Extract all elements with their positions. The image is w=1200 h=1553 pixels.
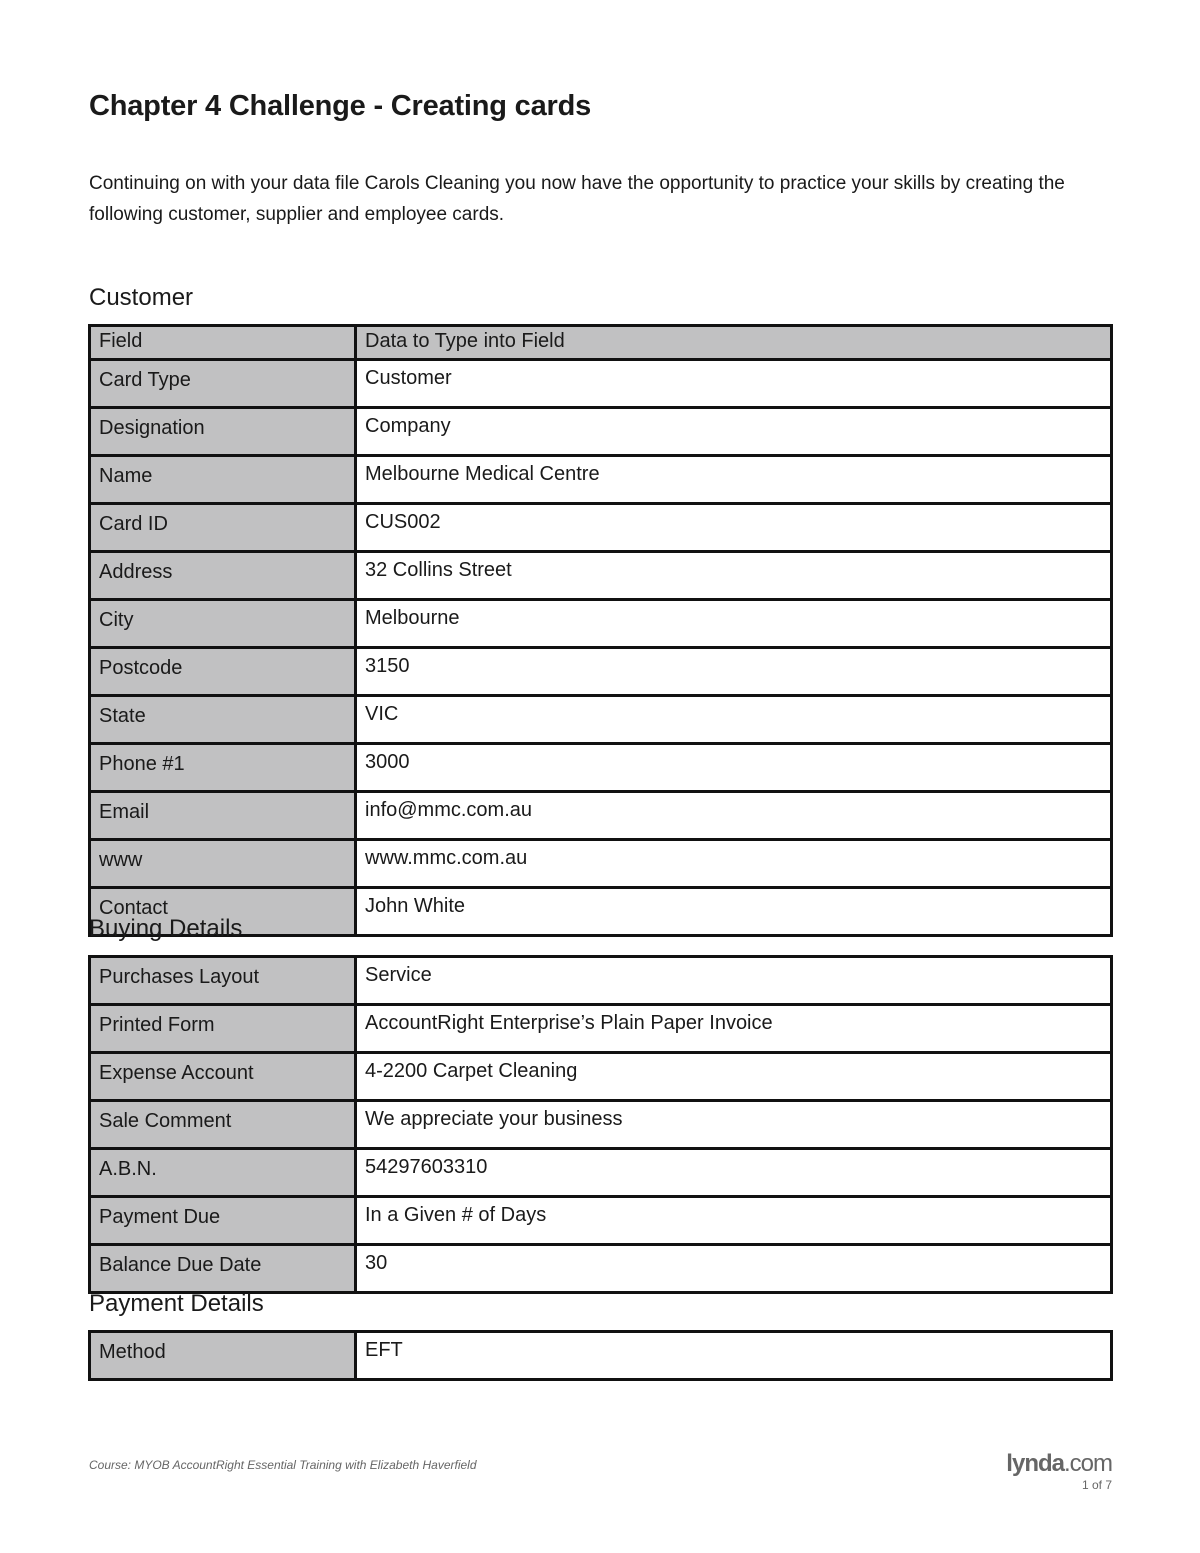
cell-value: Company (354, 406, 1113, 457)
cell-field: Sale Comment (88, 1099, 357, 1150)
table-row: Card Type Customer (88, 358, 1113, 409)
cell-field: Card ID (88, 502, 357, 553)
table-row: Email info@mmc.com.au (88, 790, 1113, 841)
header-field: Field (88, 324, 357, 361)
cell-field: Method (88, 1330, 357, 1381)
cell-field: Purchases Layout (88, 955, 357, 1006)
cell-field: Balance Due Date (88, 1243, 357, 1294)
cell-field: Printed Form (88, 1003, 357, 1054)
table-row: Printed Form AccountRight Enterprise’s Pl… (88, 1003, 1113, 1054)
customer-heading: Customer (89, 284, 194, 311)
cell-field: Name (88, 454, 357, 505)
table-row: Method EFT (88, 1330, 1113, 1381)
table-row: Sale Comment We appreciate your business (88, 1099, 1113, 1150)
cell-value: Customer (354, 358, 1113, 409)
cell-field: Contact (88, 886, 357, 937)
table-row: Expense Account 4-2200 Carpet Cleaning (88, 1051, 1113, 1102)
table-row: Payment Due In a Given # of Days (88, 1195, 1113, 1246)
cell-value: 3150 (354, 646, 1113, 697)
cell-value: EFT (354, 1330, 1113, 1381)
table-row: Name Melbourne Medical Centre (88, 454, 1113, 505)
table-row: State VIC (88, 694, 1113, 745)
cell-value: info@mmc.com.au (354, 790, 1113, 841)
cell-value: Melbourne Medical Centre (354, 454, 1113, 505)
table-row: Designation Company (88, 406, 1113, 457)
cell-value: In a Given # of Days (354, 1195, 1113, 1246)
header-data: Data to Type into Field (354, 324, 1113, 361)
cell-value: 4-2200 Carpet Cleaning (354, 1051, 1113, 1102)
cell-value: 3000 (354, 742, 1113, 793)
cell-value: 32 Collins Street (354, 550, 1113, 601)
cell-field: City (88, 598, 357, 649)
table-row: Card ID CUS002 (88, 502, 1113, 553)
cell-field: State (88, 694, 357, 745)
table-row: Postcode 3150 (88, 646, 1113, 697)
customer-table: Field Data to Type into Field Card Type C… (88, 324, 1113, 937)
page-title: Chapter 4 Challenge - Creating cards (89, 90, 592, 122)
cell-value: Melbourne (354, 598, 1113, 649)
lynda-logo: lynda.com (1006, 1450, 1113, 1478)
payment-details-table: Method EFT (88, 1330, 1113, 1381)
table-row: www www.mmc.com.au (88, 838, 1113, 889)
cell-field: Email (88, 790, 357, 841)
cell-field: Designation (88, 406, 357, 457)
page-number: 1 of 7 (1081, 1478, 1112, 1492)
table-row: A.B.N. 54297603310 (88, 1147, 1113, 1198)
table-row: City Melbourne (88, 598, 1113, 649)
logo-suffix: .com (1063, 1450, 1113, 1477)
cell-field: Payment Due (88, 1195, 357, 1246)
cell-value: www.mmc.com.au (354, 838, 1113, 889)
table-row: Address 32 Collins Street (88, 550, 1113, 601)
table-row: Phone #1 3000 (88, 742, 1113, 793)
footer-course: Course: MYOB AccountRight Essential Trai… (89, 1458, 477, 1472)
buying-details-table: Purchases Layout Service Printed Form Accou… (88, 955, 1113, 1294)
cell-field: Card Type (88, 358, 357, 409)
cell-field: www (88, 838, 357, 889)
table-row: Contact John White (88, 886, 1113, 937)
cell-field: Phone #1 (88, 742, 357, 793)
cell-field: Address (88, 550, 357, 601)
cell-value: John White (354, 886, 1113, 937)
cell-field: A.B.N. (88, 1147, 357, 1198)
cell-value: 54297603310 (354, 1147, 1113, 1198)
cell-value: We appreciate your business (354, 1099, 1113, 1150)
cell-value: 30 (354, 1243, 1113, 1294)
table-header-row: Field Data to Type into Field (88, 324, 1113, 361)
table-row: Balance Due Date 30 (88, 1243, 1113, 1294)
buying-details-heading: Buying Details (89, 915, 243, 942)
table-row: Purchases Layout Service (88, 955, 1113, 1006)
cell-value: CUS002 (354, 502, 1113, 553)
cell-value: Service (354, 955, 1113, 1006)
cell-field: Expense Account (88, 1051, 357, 1102)
payment-details-heading: Payment Details (89, 1290, 264, 1317)
cell-field: Postcode (88, 646, 357, 697)
cell-value: AccountRight Enterprise’s Plain Paper In… (354, 1003, 1113, 1054)
intro-paragraph: Continuing on with your data file Carols… (89, 173, 1065, 225)
logo-main: lynda (1006, 1450, 1065, 1477)
cell-value: VIC (354, 694, 1113, 745)
